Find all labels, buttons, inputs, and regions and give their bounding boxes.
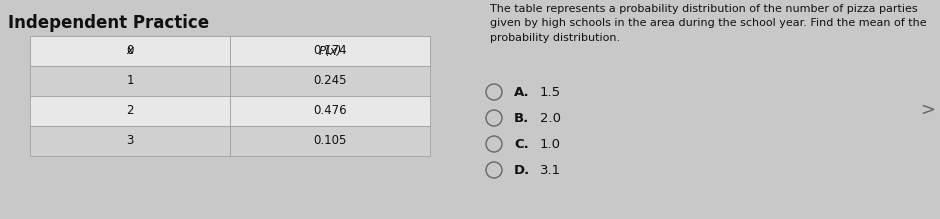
Bar xyxy=(230,36,430,66)
Text: 0.105: 0.105 xyxy=(313,134,347,148)
Text: 2.0: 2.0 xyxy=(540,111,561,124)
Text: 1.5: 1.5 xyxy=(540,85,561,99)
Bar xyxy=(230,66,430,96)
Text: A.: A. xyxy=(514,85,529,99)
Text: Independent Practice: Independent Practice xyxy=(8,14,209,32)
Text: 1.0: 1.0 xyxy=(540,138,561,150)
Bar xyxy=(30,36,230,66)
Text: x: x xyxy=(127,44,133,58)
Text: 2: 2 xyxy=(126,104,133,118)
Text: 0.476: 0.476 xyxy=(313,104,347,118)
Bar xyxy=(230,36,430,66)
Bar xyxy=(230,126,430,156)
Text: P(x): P(x) xyxy=(319,44,341,58)
Text: 0.174: 0.174 xyxy=(313,44,347,58)
Text: D.: D. xyxy=(514,164,530,177)
Text: >: > xyxy=(920,101,935,119)
Bar xyxy=(30,96,230,126)
Bar xyxy=(30,66,230,96)
Bar xyxy=(30,126,230,156)
Bar xyxy=(30,36,230,66)
Text: The table represents a probability distribution of the number of pizza parties
g: The table represents a probability distr… xyxy=(490,4,927,43)
Text: B.: B. xyxy=(514,111,529,124)
Text: 3.1: 3.1 xyxy=(540,164,561,177)
Bar xyxy=(230,96,430,126)
Text: 1: 1 xyxy=(126,74,133,88)
Text: 0.245: 0.245 xyxy=(313,74,347,88)
Text: C.: C. xyxy=(514,138,528,150)
Text: 3: 3 xyxy=(126,134,133,148)
Text: 0: 0 xyxy=(126,44,133,58)
